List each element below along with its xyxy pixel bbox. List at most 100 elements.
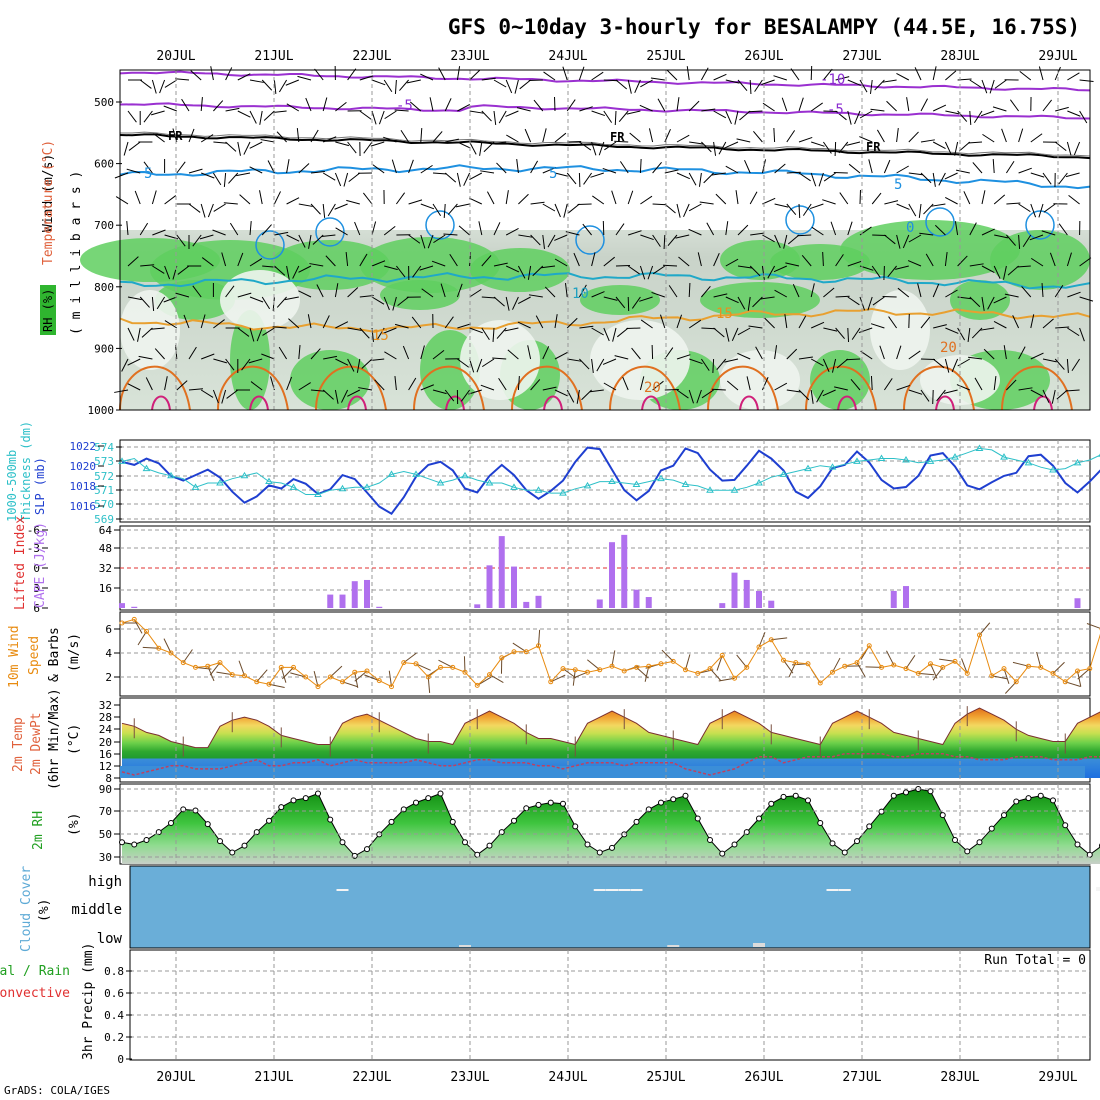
wind-barb	[746, 376, 751, 391]
wind-barb	[749, 265, 761, 277]
wind10-units-label: (m/s)	[67, 633, 82, 672]
wind-barb	[517, 375, 520, 391]
wind-barb	[945, 289, 958, 298]
thickness-marker	[902, 455, 910, 463]
thickness-marker	[877, 454, 886, 462]
wind-barb	[139, 222, 149, 236]
wind10-barb	[512, 642, 527, 653]
wind-barb	[1042, 318, 1054, 329]
wind-barb	[944, 141, 952, 155]
wind-barb	[982, 133, 995, 143]
cape-bar	[523, 601, 530, 608]
wind10-point	[340, 679, 345, 685]
wind-barb	[956, 169, 970, 174]
wind-barb	[798, 97, 804, 112]
wind10-barb	[282, 667, 294, 680]
wind10-barb	[463, 656, 466, 673]
wind-barb	[514, 79, 519, 94]
wind-barb	[547, 234, 556, 248]
wind10-point	[438, 664, 443, 670]
wind-barb	[273, 191, 281, 205]
wind-barb	[823, 287, 835, 298]
wind-barb	[761, 377, 769, 391]
wind-barb	[163, 296, 177, 303]
thickness-marker	[632, 480, 641, 487]
wind10-barb	[182, 649, 193, 663]
contour-20	[217, 365, 289, 411]
wind-barb	[533, 99, 544, 112]
wind-barb	[993, 265, 1001, 279]
wind-barb	[668, 285, 678, 298]
wind-barb	[786, 203, 797, 216]
slp-line	[121, 446, 1100, 516]
contour-20	[315, 365, 387, 411]
temp2m-fill	[120, 708, 1100, 778]
wind10-barb	[758, 631, 766, 648]
wind-barb	[993, 320, 1007, 329]
wind-barb	[200, 389, 214, 398]
rh2m-point	[658, 799, 664, 806]
wind-barb	[1003, 265, 1007, 280]
wind-barb	[974, 377, 983, 391]
wind-barb	[554, 132, 567, 143]
thickness-marker	[461, 471, 469, 479]
wind-barb	[562, 66, 568, 81]
wind-barb	[874, 79, 885, 91]
wind-barb	[432, 131, 443, 143]
wind-barb	[568, 203, 580, 214]
axis-tick-label: 574	[94, 441, 114, 454]
wind-barb	[787, 234, 800, 245]
wind-barb	[801, 254, 812, 267]
temp2m-line	[121, 707, 1100, 749]
wind-barb	[1007, 265, 1019, 276]
date-label-bottom: 27JUL	[842, 1070, 881, 1085]
axis-tick-label: -6	[27, 524, 40, 537]
wind10-point	[1075, 668, 1080, 674]
dewpt2m-axis-label: 2m DewPt	[29, 712, 44, 775]
rh-dry-blob	[460, 320, 540, 400]
contour-freezing	[119, 133, 1091, 160]
wind-barb	[688, 389, 695, 404]
date-label-bottom: 28JUL	[940, 1070, 979, 1085]
wind-barb	[845, 358, 861, 361]
wind-barb	[919, 232, 934, 236]
wind-barb	[225, 107, 240, 112]
wind-barb	[835, 295, 850, 298]
wind-barb	[153, 133, 165, 143]
axis-tick-label: 600	[94, 158, 114, 171]
rh2m-point	[707, 837, 713, 843]
wind-barb	[993, 376, 997, 391]
wind-barb	[176, 234, 186, 247]
wind-barb	[530, 201, 545, 205]
wind10-point	[830, 669, 835, 675]
wind-barb	[614, 355, 629, 360]
wind-barb	[505, 265, 520, 273]
wind-barb	[871, 265, 881, 278]
wind-barb	[1030, 352, 1044, 360]
contour-label: 20	[940, 340, 957, 356]
wind-barb	[993, 194, 1006, 205]
wind10-barb	[709, 668, 722, 681]
contour-label: 0	[906, 220, 914, 236]
wind-barb	[822, 251, 824, 267]
wind10-barb	[685, 654, 691, 670]
wind10-barb	[1036, 651, 1042, 668]
wind-barb	[249, 221, 252, 236]
wind-barb	[256, 327, 263, 342]
wind-barb	[115, 196, 129, 205]
wind-barb	[737, 327, 751, 336]
wind-barb	[400, 129, 410, 143]
wind-barb	[920, 389, 930, 402]
rh2m-point	[143, 837, 150, 843]
wind-barb	[402, 345, 410, 360]
wind-barb	[505, 227, 519, 236]
wind10-barb	[313, 670, 319, 687]
wind-barb	[1066, 252, 1072, 267]
wind-barb	[447, 203, 458, 215]
wind10-barb	[932, 667, 944, 681]
wind-barb	[530, 234, 541, 246]
wind-barb	[1018, 128, 1024, 143]
wind-barb	[664, 203, 676, 214]
wind-barb	[859, 136, 873, 143]
precip-grid	[130, 950, 1090, 1060]
